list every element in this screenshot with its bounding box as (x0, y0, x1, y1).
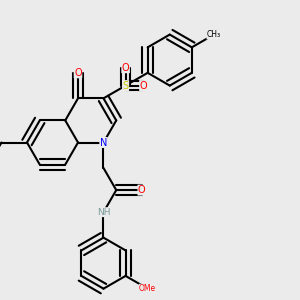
Text: CH₃: CH₃ (207, 30, 221, 39)
Text: NH: NH (97, 208, 110, 217)
Text: S: S (122, 81, 129, 91)
Text: O: O (74, 68, 82, 78)
Text: O: O (140, 81, 147, 91)
Text: OMe: OMe (139, 284, 156, 293)
Text: N: N (100, 137, 107, 148)
Text: O: O (122, 63, 129, 73)
Text: O: O (138, 185, 146, 195)
